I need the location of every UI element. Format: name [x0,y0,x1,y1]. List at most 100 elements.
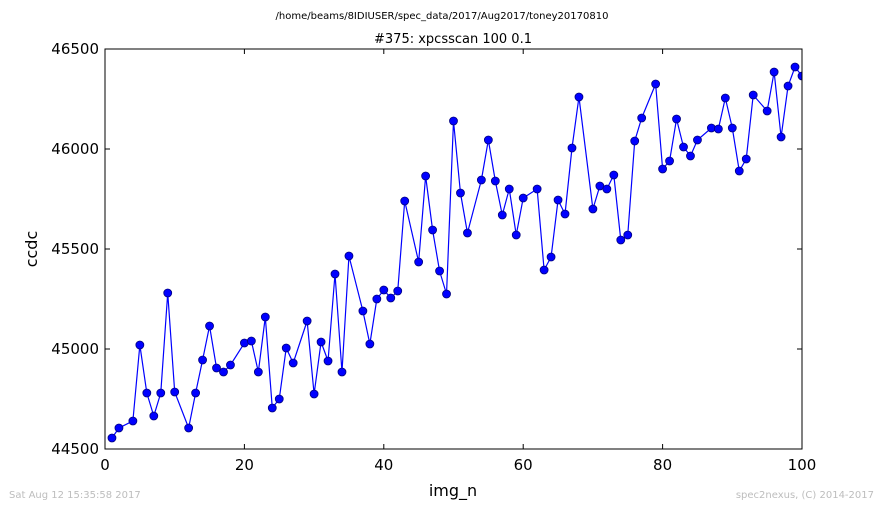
data-point [114,423,124,433]
data-point [797,71,802,81]
x-tick-label: 80 [653,456,672,474]
data-point [442,289,451,299]
data-point [588,204,598,214]
data-point [267,403,277,413]
data-point [344,251,354,261]
x-tick-label: 40 [374,456,393,474]
y-tick-label: 44500 [51,440,99,458]
y-tick-label: 46500 [51,40,99,58]
data-point [379,285,389,295]
data-point [546,252,556,262]
data-point [449,116,458,126]
data-point [435,266,444,276]
data-point [504,184,514,194]
data-point [679,142,688,152]
data-point [253,367,263,377]
data-point [149,411,159,421]
data-point [302,316,312,326]
data-point [776,132,786,142]
data-point [567,143,577,153]
data-point [783,81,793,91]
data-point [135,340,145,350]
data-point [323,356,333,366]
data-point [665,156,674,166]
data-point [693,135,702,145]
data-point [281,343,291,353]
data-point [734,166,744,176]
data-point [727,123,737,133]
plot-frame [104,48,803,450]
data-point [337,367,347,377]
data-point [616,235,626,245]
data-point [483,135,493,145]
data-point [637,113,647,123]
data-point [769,67,779,77]
data-point [212,363,221,373]
data-point [476,175,486,185]
data-point [428,225,437,235]
data-point [651,79,661,89]
data-point [198,355,207,365]
data-point [365,339,375,349]
data-point [456,188,465,198]
data-point [609,170,619,180]
data-point [602,184,612,194]
data-point [748,90,758,100]
data-point [463,228,472,238]
data-point [518,193,528,203]
data-point [393,286,403,296]
y-tick-label: 45500 [51,240,99,258]
data-point [205,321,214,331]
data-point [184,423,194,433]
data-point [720,93,730,103]
data-point [672,114,681,124]
plot-area [105,49,802,449]
x-tick-label: 0 [100,456,110,474]
data-point [219,367,228,377]
data-point [288,358,298,368]
data-point [330,269,340,279]
y-axis-label: ccdc [22,231,41,268]
x-tick-label: 60 [514,456,533,474]
data-point [658,164,667,174]
data-point [358,306,368,316]
data-point [170,387,180,397]
series-group [107,62,802,443]
x-axis-label: img_n [429,481,477,501]
data-point [623,230,633,240]
data-point [490,176,500,186]
data-layer [107,62,802,443]
data-point [309,389,319,399]
data-point [532,184,542,194]
data-point [274,394,284,404]
data-point [553,195,563,205]
data-point [686,151,695,161]
data-point [497,210,507,220]
data-point [260,312,270,322]
y-tick-label: 45000 [51,340,99,358]
data-point [163,288,173,298]
data-point [741,154,751,164]
data-point [246,336,256,346]
footer-credit: spec2nexus, (C) 2014-2017 [736,490,874,501]
data-point [372,294,382,304]
x-tick-label: 100 [788,456,817,474]
data-point [414,257,424,267]
figure-suptitle: /home/beams/8IDIUSER/spec_data/2017/Aug2… [276,11,609,22]
footer-timestamp: Sat Aug 12 15:35:58 2017 [9,490,141,501]
data-point [128,416,138,426]
data-point [539,265,549,275]
data-point [574,92,584,102]
data-point [560,209,570,219]
data-point [790,62,800,72]
chart-title: #375: xpcsscan 100 0.1 [374,32,532,47]
data-point [156,388,166,398]
data-point [316,337,326,347]
x-tick-label: 20 [235,456,254,474]
ticks-layer: 0 20 40 60 80 100 44500 45000 45500 46000 46500 [51,40,816,474]
data-point [142,388,152,398]
data-point [107,433,117,443]
data-point [762,106,772,116]
data-point [191,388,201,398]
